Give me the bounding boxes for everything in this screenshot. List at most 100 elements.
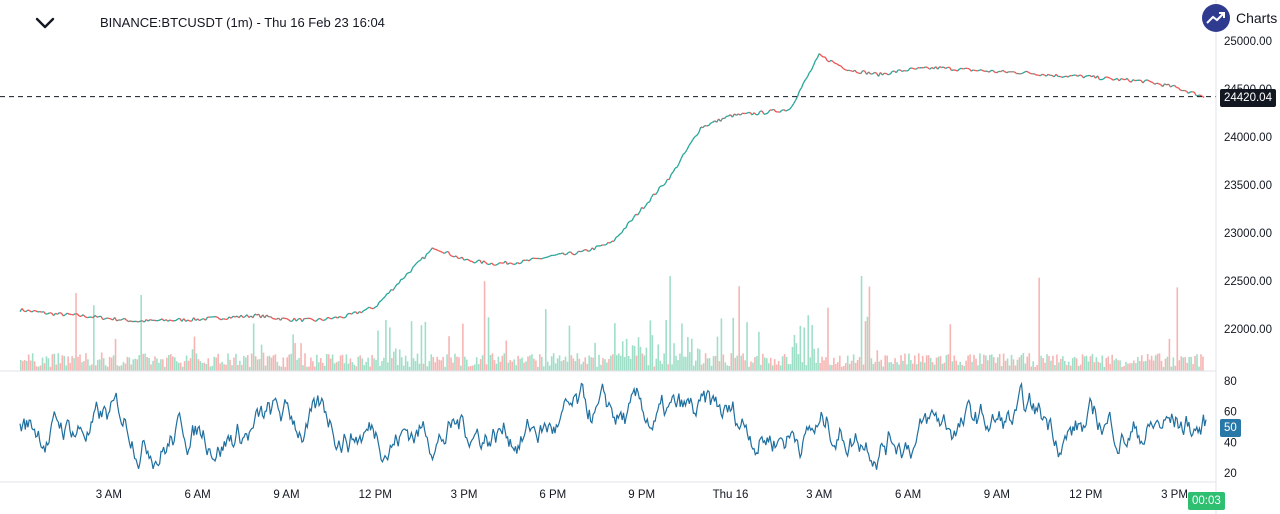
volume-bar xyxy=(1144,360,1147,371)
rsi-tick-label: 80 xyxy=(1224,376,1237,388)
volume-bar xyxy=(487,317,490,371)
price-segment xyxy=(455,255,459,259)
price-segment xyxy=(507,262,510,265)
price-segment xyxy=(694,134,698,138)
price-segment xyxy=(1101,78,1104,81)
volume-bar xyxy=(104,365,107,371)
price-segment xyxy=(126,319,129,323)
price-segment xyxy=(838,64,842,67)
price-segment xyxy=(392,286,396,291)
price-segment xyxy=(1059,75,1063,78)
volume-bar xyxy=(1000,366,1003,371)
volume-bar xyxy=(243,355,245,371)
price-segment xyxy=(80,314,84,317)
price-segment xyxy=(1014,71,1018,75)
price-segment xyxy=(818,53,822,57)
price-segment xyxy=(351,312,354,315)
price-segment xyxy=(169,319,173,322)
volume-bar xyxy=(205,363,208,371)
volume-bar xyxy=(408,366,411,371)
price-segment xyxy=(615,235,619,238)
volume-bar xyxy=(1192,364,1194,371)
price-segment xyxy=(432,247,435,250)
volume-bar xyxy=(619,355,622,371)
volume-bar xyxy=(1065,364,1068,371)
volume-bar xyxy=(1150,355,1153,371)
volume-bar xyxy=(290,353,292,371)
volume-bar xyxy=(173,357,176,371)
volume-bar xyxy=(949,324,952,371)
volume-bar xyxy=(126,356,129,371)
volume-bar xyxy=(1127,363,1129,371)
collapse-chevron-icon[interactable] xyxy=(32,10,58,36)
price-segment xyxy=(1026,70,1029,73)
volume-bar xyxy=(1060,358,1062,371)
rsi-tick-label: 60 xyxy=(1224,407,1237,419)
price-segment xyxy=(868,71,872,75)
volume-bar xyxy=(639,346,642,371)
price-segment xyxy=(585,249,589,252)
volume-bar xyxy=(479,359,482,371)
price-tick-label: 24000.00 xyxy=(1224,132,1272,144)
volume-bar xyxy=(272,355,275,371)
price-segment xyxy=(639,207,643,213)
volume-bar xyxy=(246,355,249,371)
price-segment xyxy=(1020,72,1023,75)
time-tick-label: 3 PM xyxy=(451,489,478,501)
volume-bar xyxy=(1024,363,1027,371)
brand[interactable]: Charts xyxy=(1202,4,1277,32)
price-segment xyxy=(692,136,696,140)
volume-bar xyxy=(274,354,277,371)
volume-bar xyxy=(965,360,967,371)
price-segment xyxy=(1067,75,1071,78)
volume-bar xyxy=(566,361,569,371)
price-segment xyxy=(582,249,585,252)
price-segment xyxy=(874,71,877,74)
volume-bar xyxy=(580,364,583,371)
volume-bar xyxy=(41,357,44,371)
volume-bar xyxy=(1020,355,1023,371)
time-tick-label: 12 PM xyxy=(359,489,392,501)
price-segment xyxy=(621,228,625,233)
volume-bar xyxy=(546,361,549,371)
volume-bar xyxy=(568,325,571,371)
price-segment xyxy=(927,67,931,70)
volume-bar xyxy=(231,365,233,371)
volume-bar xyxy=(481,355,484,371)
volume-bar xyxy=(692,365,695,371)
volume-bar xyxy=(801,362,804,371)
price-segment xyxy=(363,309,366,312)
rsi-value-tag: 50 xyxy=(1220,419,1241,437)
volume-bar xyxy=(462,323,464,371)
volume-bar xyxy=(1058,362,1060,371)
volume-bar xyxy=(100,352,103,371)
volume-bar xyxy=(312,361,314,371)
price-segment xyxy=(886,73,889,76)
volume-bar xyxy=(771,365,774,371)
volume-bar xyxy=(910,360,912,371)
price-segment xyxy=(228,316,232,319)
volume-bar xyxy=(1140,355,1143,371)
volume-bar xyxy=(785,356,788,371)
volume-bar xyxy=(1154,355,1157,371)
volume-bar xyxy=(519,358,521,371)
volume-bar xyxy=(1146,353,1149,371)
volume-bar xyxy=(521,357,523,371)
price-segment xyxy=(295,318,299,322)
volume-bar xyxy=(667,364,669,371)
volume-bar xyxy=(1077,365,1080,371)
price-segment xyxy=(672,167,676,173)
price-segment xyxy=(517,261,520,265)
volume-bar xyxy=(150,364,152,371)
volume-bar xyxy=(1093,362,1096,371)
price-segment xyxy=(783,109,787,112)
volume-bar xyxy=(195,353,198,371)
price-segment xyxy=(588,250,591,253)
volume-bar xyxy=(387,362,389,371)
price-segment xyxy=(796,90,801,97)
price-segment xyxy=(317,317,321,320)
volume-bar xyxy=(921,355,924,371)
volume-bar xyxy=(106,366,109,371)
price-segment xyxy=(1198,94,1201,97)
